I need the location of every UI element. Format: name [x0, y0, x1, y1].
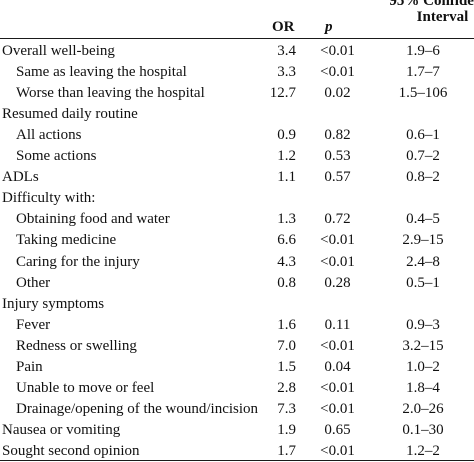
- row-ci-value: 0.7–2: [406, 148, 440, 165]
- row-or-value: 3.4: [277, 43, 296, 59]
- table-row: Overall well-being 3.4 <0.01 1.9–6: [0, 41, 474, 62]
- row-p-value: 0.82: [324, 127, 351, 144]
- row-p-value: <0.01: [320, 43, 355, 59]
- row-or-value: 7.3: [277, 400, 296, 417]
- table-row: Difficulty with:: [0, 188, 474, 209]
- row-or-value: 6.6: [277, 232, 296, 249]
- row-or-value: 0.8: [277, 274, 296, 291]
- row-label: Other: [16, 274, 51, 291]
- header-p: p: [325, 19, 333, 35]
- row-or-value: 1.5: [277, 358, 296, 375]
- row-label: Same as leaving the hospital: [16, 64, 187, 81]
- table-row: Pain 1.5 0.04 1.0–2: [0, 357, 474, 378]
- row-label: All actions: [16, 127, 82, 144]
- row-or-value: 3.3: [277, 64, 296, 81]
- row-ci-value: 2.4–8: [406, 253, 440, 270]
- row-label: Worse than leaving the hospital: [16, 85, 205, 102]
- row-ci-value: 2.0–26: [402, 400, 444, 417]
- row-or-value: 1.2: [277, 148, 296, 165]
- table-row: Worse than leaving the hospital 12.7 0.02 1…: [0, 83, 474, 104]
- row-ci-value: 0.5–1: [406, 274, 440, 291]
- table-row: Caring for the injury 4.3 <0.01 2.4–8: [0, 252, 474, 273]
- table-row: Sought second opinion 1.7 <0.01 1.2–2: [0, 441, 474, 462]
- table-row: Taking medicine 6.6 <0.01 2.9–15: [0, 230, 474, 251]
- table-row: Fever 1.6 0.11 0.9–3: [0, 315, 474, 336]
- row-label: Some actions: [16, 148, 97, 165]
- row-p-value: <0.01: [320, 253, 355, 270]
- row-label: Taking medicine: [16, 232, 117, 249]
- row-label: Difficulty with:: [2, 190, 96, 207]
- row-label: Redness or swelling: [16, 337, 137, 354]
- row-p-value: 0.04: [324, 358, 351, 375]
- header-ci-line2: Interval: [416, 9, 469, 25]
- row-or-value: 0.9: [277, 127, 296, 144]
- row-p-value: 0.57: [324, 169, 351, 186]
- row-ci-value: 1.7–7: [406, 64, 440, 81]
- row-p-value: <0.01: [320, 232, 355, 249]
- row-label: Drainage/opening of the wound/incision: [16, 400, 259, 417]
- row-label: Sought second opinion: [2, 442, 140, 459]
- row-p-value: <0.01: [320, 337, 355, 354]
- row-p-value: 0.28: [324, 274, 351, 291]
- table-row: Other 0.8 0.28 0.5–1: [0, 273, 474, 294]
- header-ci-line1: 95% Confidence: [389, 0, 474, 9]
- table-row: Obtaining food and water 1.3 0.72 0.4–5: [0, 209, 474, 230]
- row-label: Unable to move or feel: [16, 379, 155, 396]
- row-p-value: 0.72: [324, 211, 351, 228]
- table-row: Nausea or vomiting 1.9 0.65 0.1–30: [0, 420, 474, 441]
- header-confidence-interval: 95% Confidence Interval: [380, 0, 474, 25]
- row-ci-value: 1.2–2: [406, 442, 440, 459]
- table-row: ADLs 1.1 0.57 0.8–2: [0, 167, 474, 188]
- header-rule: [0, 38, 474, 39]
- table-row: All actions 0.9 0.82 0.6–1: [0, 125, 474, 146]
- row-p-value: <0.01: [320, 64, 355, 81]
- row-or-value: 7.0: [277, 337, 296, 354]
- table-row: Injury symptoms: [0, 294, 474, 315]
- table-row: Some actions 1.2 0.53 0.7–2: [0, 146, 474, 167]
- table-row: Resumed daily routine: [0, 104, 474, 125]
- row-ci-value: 0.9–3: [406, 316, 440, 333]
- row-ci-value: 1.0–2: [406, 358, 440, 375]
- row-ci-value: 2.9–15: [402, 232, 444, 249]
- table-row: Redness or swelling 7.0 <0.01 3.2–15: [0, 336, 474, 357]
- row-label: Resumed daily routine: [2, 106, 138, 123]
- row-p-value: <0.01: [320, 442, 355, 459]
- row-p-value: 0.02: [324, 85, 351, 102]
- row-label: Pain: [16, 358, 43, 375]
- row-label: Fever: [16, 316, 51, 333]
- row-label: Nausea or vomiting: [2, 421, 121, 438]
- row-p-value: <0.01: [320, 400, 355, 417]
- row-p-value: 0.11: [324, 316, 351, 333]
- row-or-value: 1.6: [277, 316, 296, 333]
- row-or-value: 1.9: [277, 421, 296, 438]
- row-or-value: 2.8: [277, 379, 296, 396]
- row-p-value: 0.65: [324, 421, 351, 438]
- row-label: Obtaining food and water: [16, 211, 170, 228]
- row-p-value: <0.01: [320, 379, 355, 396]
- row-ci-value: 0.8–2: [406, 169, 440, 186]
- table-row: Drainage/opening of the wound/incision 7.…: [0, 399, 474, 420]
- row-or-value: 1.3: [277, 211, 296, 228]
- row-label: ADLs: [2, 169, 39, 186]
- row-label: Caring for the injury: [16, 253, 140, 270]
- row-or-value: 12.7: [269, 85, 296, 102]
- row-ci-value: 0.1–30: [402, 421, 444, 438]
- row-or-value: 1.7: [277, 442, 296, 459]
- row-ci-value: 0.4–5: [406, 211, 440, 228]
- row-p-value: 0.53: [324, 148, 351, 165]
- table-row: Same as leaving the hospital 3.3 <0.01 1.7–…: [0, 62, 474, 83]
- row-or-value: 4.3: [277, 253, 296, 270]
- row-ci-value: 1.5–106: [398, 85, 448, 102]
- row-ci-value: 3.2–15: [402, 337, 444, 354]
- row-ci-value: 1.9–6: [406, 43, 440, 59]
- row-or-value: 1.1: [277, 169, 296, 186]
- header-or: OR: [272, 19, 295, 35]
- row-ci-value: 1.8–4: [406, 379, 440, 396]
- table-row: Unable to move or feel 2.8 <0.01 1.8–4: [0, 378, 474, 399]
- row-label: Injury symptoms: [2, 295, 105, 312]
- row-label: Overall well-being: [2, 43, 115, 59]
- row-ci-value: 0.6–1: [406, 127, 440, 144]
